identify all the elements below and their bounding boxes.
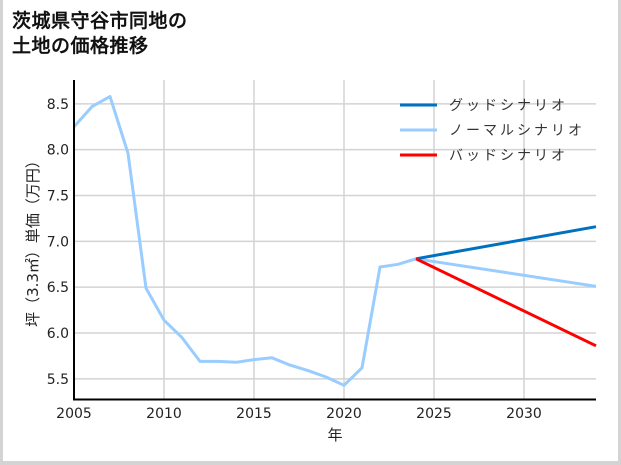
x-axis-label: 年 xyxy=(327,426,342,444)
chart-title-line1: 茨城県守谷市同地の xyxy=(12,10,188,32)
y-tick-label: 8.0 xyxy=(47,143,69,159)
series-line-1 xyxy=(72,95,597,387)
x-tick-label: 2025 xyxy=(416,406,452,422)
y-tick-label: 5.5 xyxy=(47,372,69,388)
y-tick-label: 7.5 xyxy=(47,189,69,205)
y-tick-label: 6.0 xyxy=(47,326,69,342)
series-line-2 xyxy=(415,257,597,348)
legend-label: グッドシナリオ xyxy=(449,98,568,114)
chart-title-line2: 土地の価格推移 xyxy=(12,35,149,57)
chart-frame xyxy=(3,0,618,461)
series-lines xyxy=(72,95,597,387)
y-tick-labels: 5.5 6.0 6.5 7.0 7.5 8.0 8.5 xyxy=(47,97,69,388)
grid-lines xyxy=(74,80,596,399)
x-tick-labels: 2005 2010 2015 2020 2025 2030 xyxy=(56,406,542,422)
series-line-0 xyxy=(415,225,597,261)
legend-label: バッドシナリオ xyxy=(449,148,568,164)
x-tick-label: 2020 xyxy=(326,406,362,422)
x-tick-label: 2030 xyxy=(506,406,542,422)
x-tick-label: 2005 xyxy=(56,406,92,422)
y-axis-label: 坪（3.3㎡）単価（万円） xyxy=(24,153,42,327)
chart-title: 茨城県守谷市同地の 土地の価格推移 xyxy=(12,9,188,59)
axes xyxy=(73,80,596,401)
legend-label: ノーマルシナリオ xyxy=(449,123,585,139)
y-tick-label: 7.0 xyxy=(47,234,69,250)
y-tick-label: 8.5 xyxy=(47,97,69,113)
x-tick-label: 2010 xyxy=(146,406,182,422)
y-tick-label: 6.5 xyxy=(47,280,69,296)
x-tick-label: 2015 xyxy=(236,406,272,422)
